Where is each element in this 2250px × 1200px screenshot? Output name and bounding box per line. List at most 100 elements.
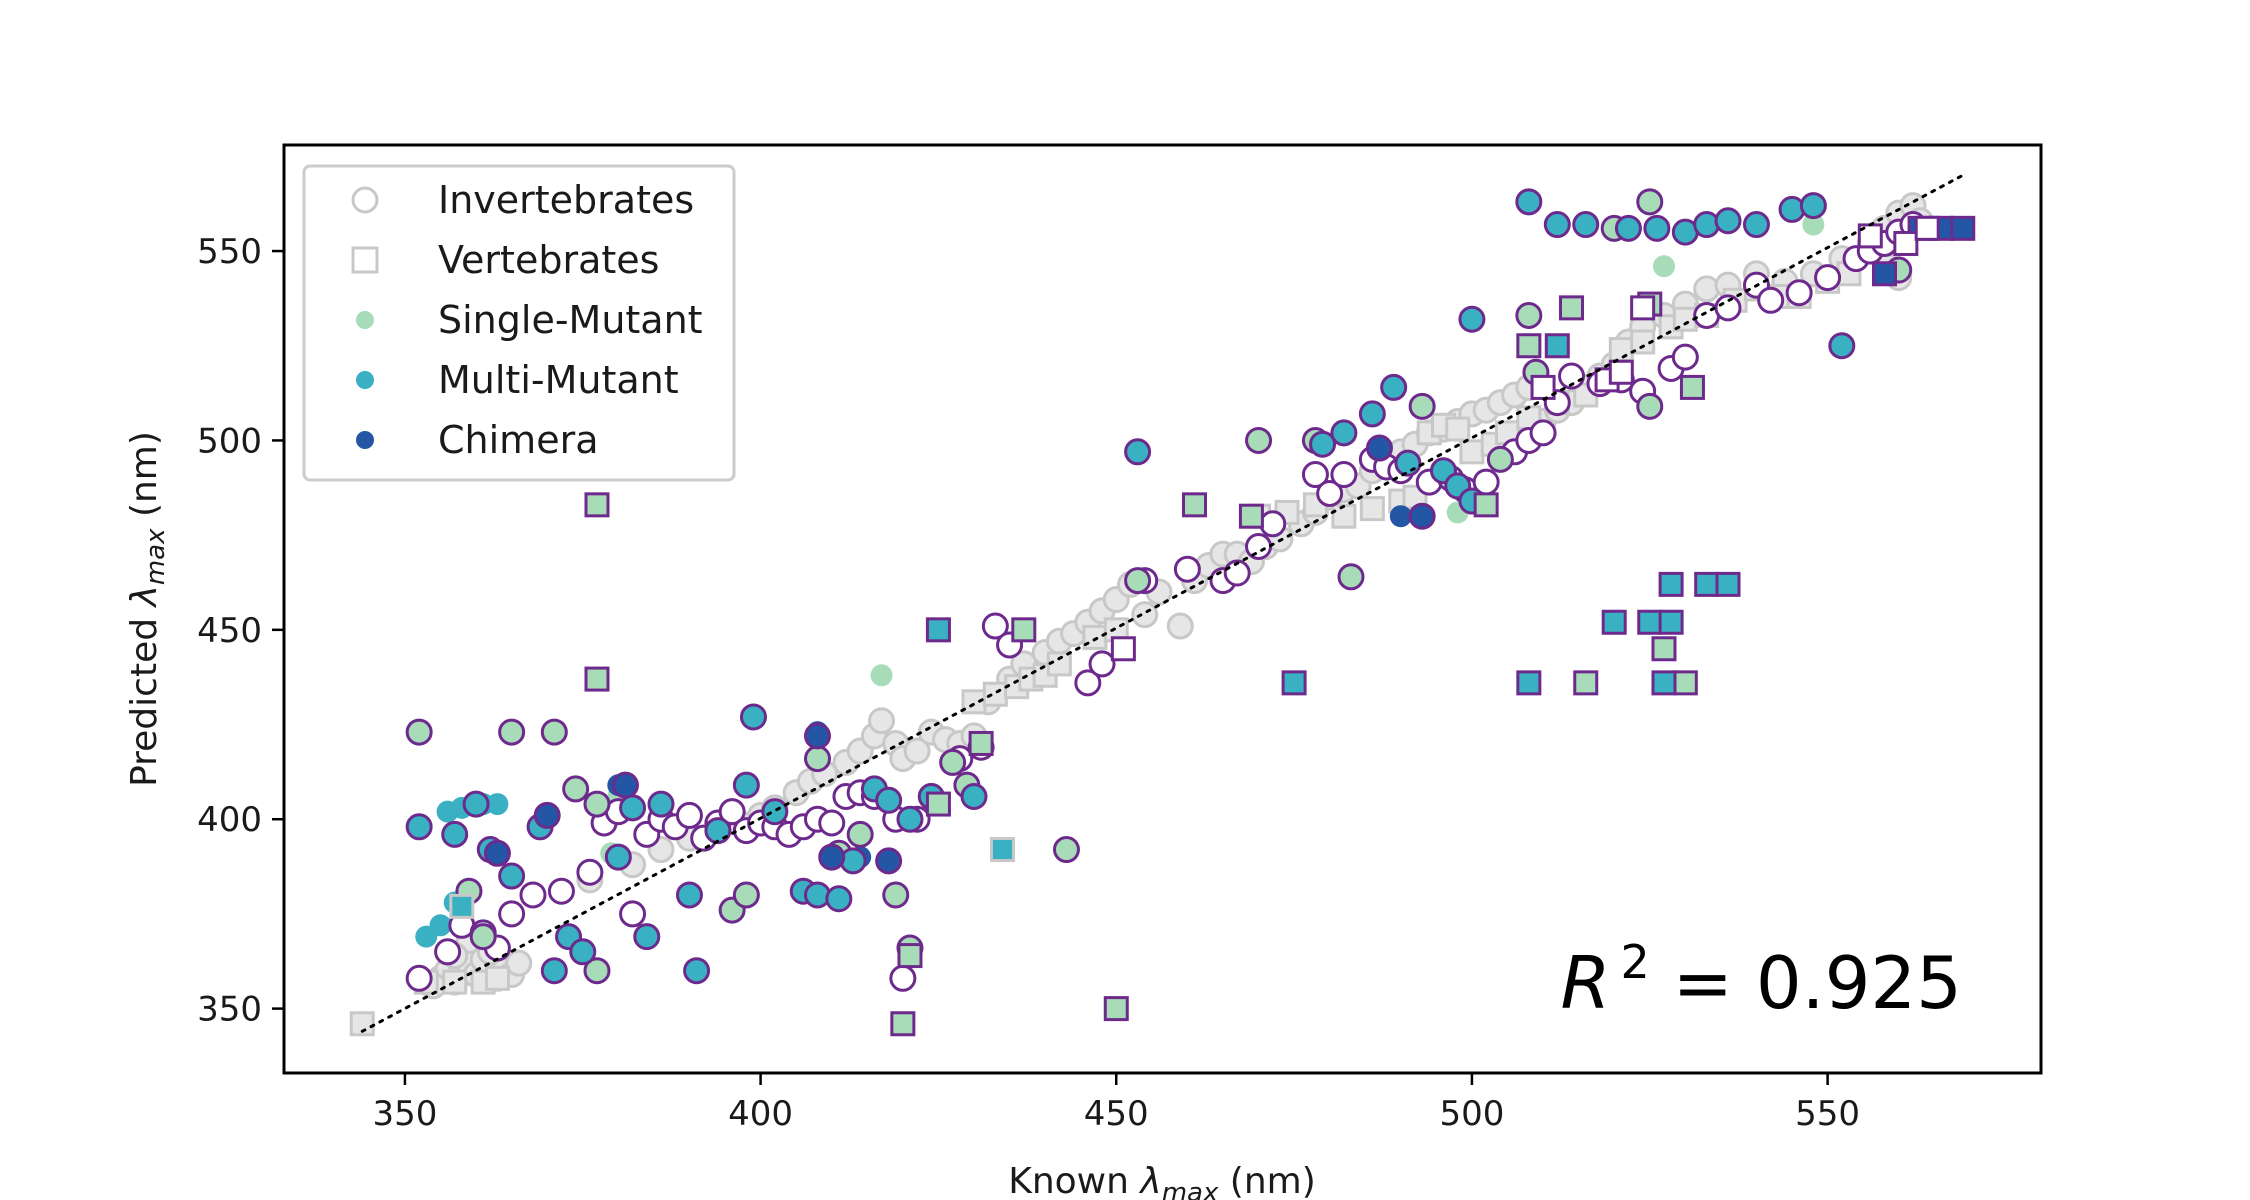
data-point-square: [1950, 215, 1976, 241]
data-point-circle: [1124, 567, 1152, 595]
data-point-circle: [1408, 502, 1436, 530]
data-point-square: [1914, 215, 1940, 241]
data-point-circle: [761, 798, 789, 826]
data-point-circle: [604, 843, 632, 871]
data-point-square: [989, 837, 1015, 863]
data-point-circle: [1742, 211, 1770, 239]
data-point-circle: [1074, 669, 1102, 697]
data-point-circle: [441, 820, 469, 848]
data-point-circle: [1245, 426, 1273, 454]
data-point-circle: [1572, 211, 1600, 239]
data-point-square: [484, 965, 510, 991]
data-point-circle: [868, 707, 896, 735]
data-point-circle: [1636, 392, 1664, 420]
data-point-square: [1679, 374, 1705, 400]
legend-label: Invertebrates: [438, 178, 694, 222]
data-point-circle: [505, 949, 533, 977]
reference-line-layer: [360, 173, 1965, 1033]
data-point-square: [1893, 230, 1919, 256]
data-point-square: [584, 492, 610, 518]
data-point-circle: [875, 847, 903, 875]
data-point-circle: [1316, 479, 1344, 507]
data-point-square: [449, 893, 475, 919]
data-point-circle: [889, 964, 917, 992]
data-point-square: [1516, 670, 1542, 696]
y-tick-label: 450: [197, 611, 262, 651]
data-point-circle: [1558, 362, 1586, 390]
data-point-circle: [647, 790, 675, 818]
data-point-square: [1872, 261, 1898, 287]
data-point-circle: [1394, 449, 1422, 477]
legend-label: Chimera: [438, 418, 598, 462]
x-tick-label: 500: [1439, 1094, 1504, 1134]
data-point-square: [1110, 636, 1136, 662]
data-point-circle: [583, 957, 611, 985]
legend-label: Multi-Mutant: [438, 358, 679, 402]
data-point-circle: [540, 718, 568, 746]
data-point-circle: [818, 809, 846, 837]
data-point-square: [1103, 996, 1129, 1022]
legend-marker: [356, 431, 374, 449]
data-point-circle: [619, 900, 647, 928]
data-point-circle: [1785, 279, 1813, 307]
data-point-circle: [846, 820, 874, 848]
data-point-circle: [1365, 434, 1393, 462]
data-point-square: [442, 969, 468, 995]
data-point-circle: [1223, 559, 1251, 587]
data-point-circle: [1757, 286, 1785, 314]
data-point-circle: [804, 745, 832, 773]
x-tick-label: 350: [372, 1094, 437, 1134]
y-tick-label: 350: [197, 990, 262, 1030]
data-point-circle: [1828, 332, 1856, 360]
data-point-circle: [519, 881, 547, 909]
legend-label: Single-Mutant: [438, 298, 703, 342]
data-point-circle: [896, 805, 924, 833]
data-point-circle: [576, 858, 604, 886]
data-point-circle: [633, 923, 661, 951]
data-point-circle: [1802, 213, 1825, 236]
data-point-circle: [1173, 555, 1201, 583]
data-point-circle: [1259, 510, 1287, 538]
data-point-square: [961, 689, 987, 715]
data-point-square: [1658, 571, 1684, 597]
legend-label: Vertebrates: [438, 238, 659, 282]
x-axis-label: Known λmax (nm): [1008, 1161, 1316, 1200]
data-point-square: [1651, 670, 1677, 696]
data-point-square: [1651, 636, 1677, 662]
data-point-square: [1331, 503, 1357, 529]
data-point-circle: [825, 885, 853, 913]
data-point-square: [1694, 571, 1720, 597]
data-point-square: [349, 1011, 375, 1037]
data-point-circle: [732, 771, 760, 799]
data-point-circle: [1358, 400, 1386, 428]
data-point-circle: [462, 790, 490, 818]
data-point-square: [925, 617, 951, 643]
data-point-square: [1473, 492, 1499, 518]
identity-reference-line: [360, 173, 1965, 1033]
data-point-circle: [870, 664, 893, 687]
data-point-circle: [469, 923, 497, 951]
data-point-circle: [434, 938, 462, 966]
data-point-circle: [1166, 612, 1194, 640]
data-point-square: [1238, 503, 1264, 529]
data-point-square: [1630, 295, 1656, 321]
data-point-square: [1559, 295, 1585, 321]
x-tick-label: 450: [1084, 1094, 1149, 1134]
data-point-circle: [1515, 188, 1543, 216]
data-point-circle: [498, 862, 526, 890]
data-point-square: [982, 681, 1008, 707]
data-point-circle: [1671, 343, 1699, 371]
data-point-square: [1608, 359, 1634, 385]
y-tick-label: 550: [197, 232, 262, 272]
data-point-circle: [1330, 461, 1358, 489]
data-point-circle: [1408, 392, 1436, 420]
data-point-square: [1011, 617, 1037, 643]
data-point-circle: [1515, 301, 1543, 329]
data-point-circle: [569, 938, 597, 966]
data-point-circle: [1814, 264, 1842, 292]
y-tick-label: 500: [197, 421, 262, 461]
data-point-square: [1573, 670, 1599, 696]
data-marks: [349, 188, 1976, 1037]
data-point-square: [1608, 337, 1634, 363]
